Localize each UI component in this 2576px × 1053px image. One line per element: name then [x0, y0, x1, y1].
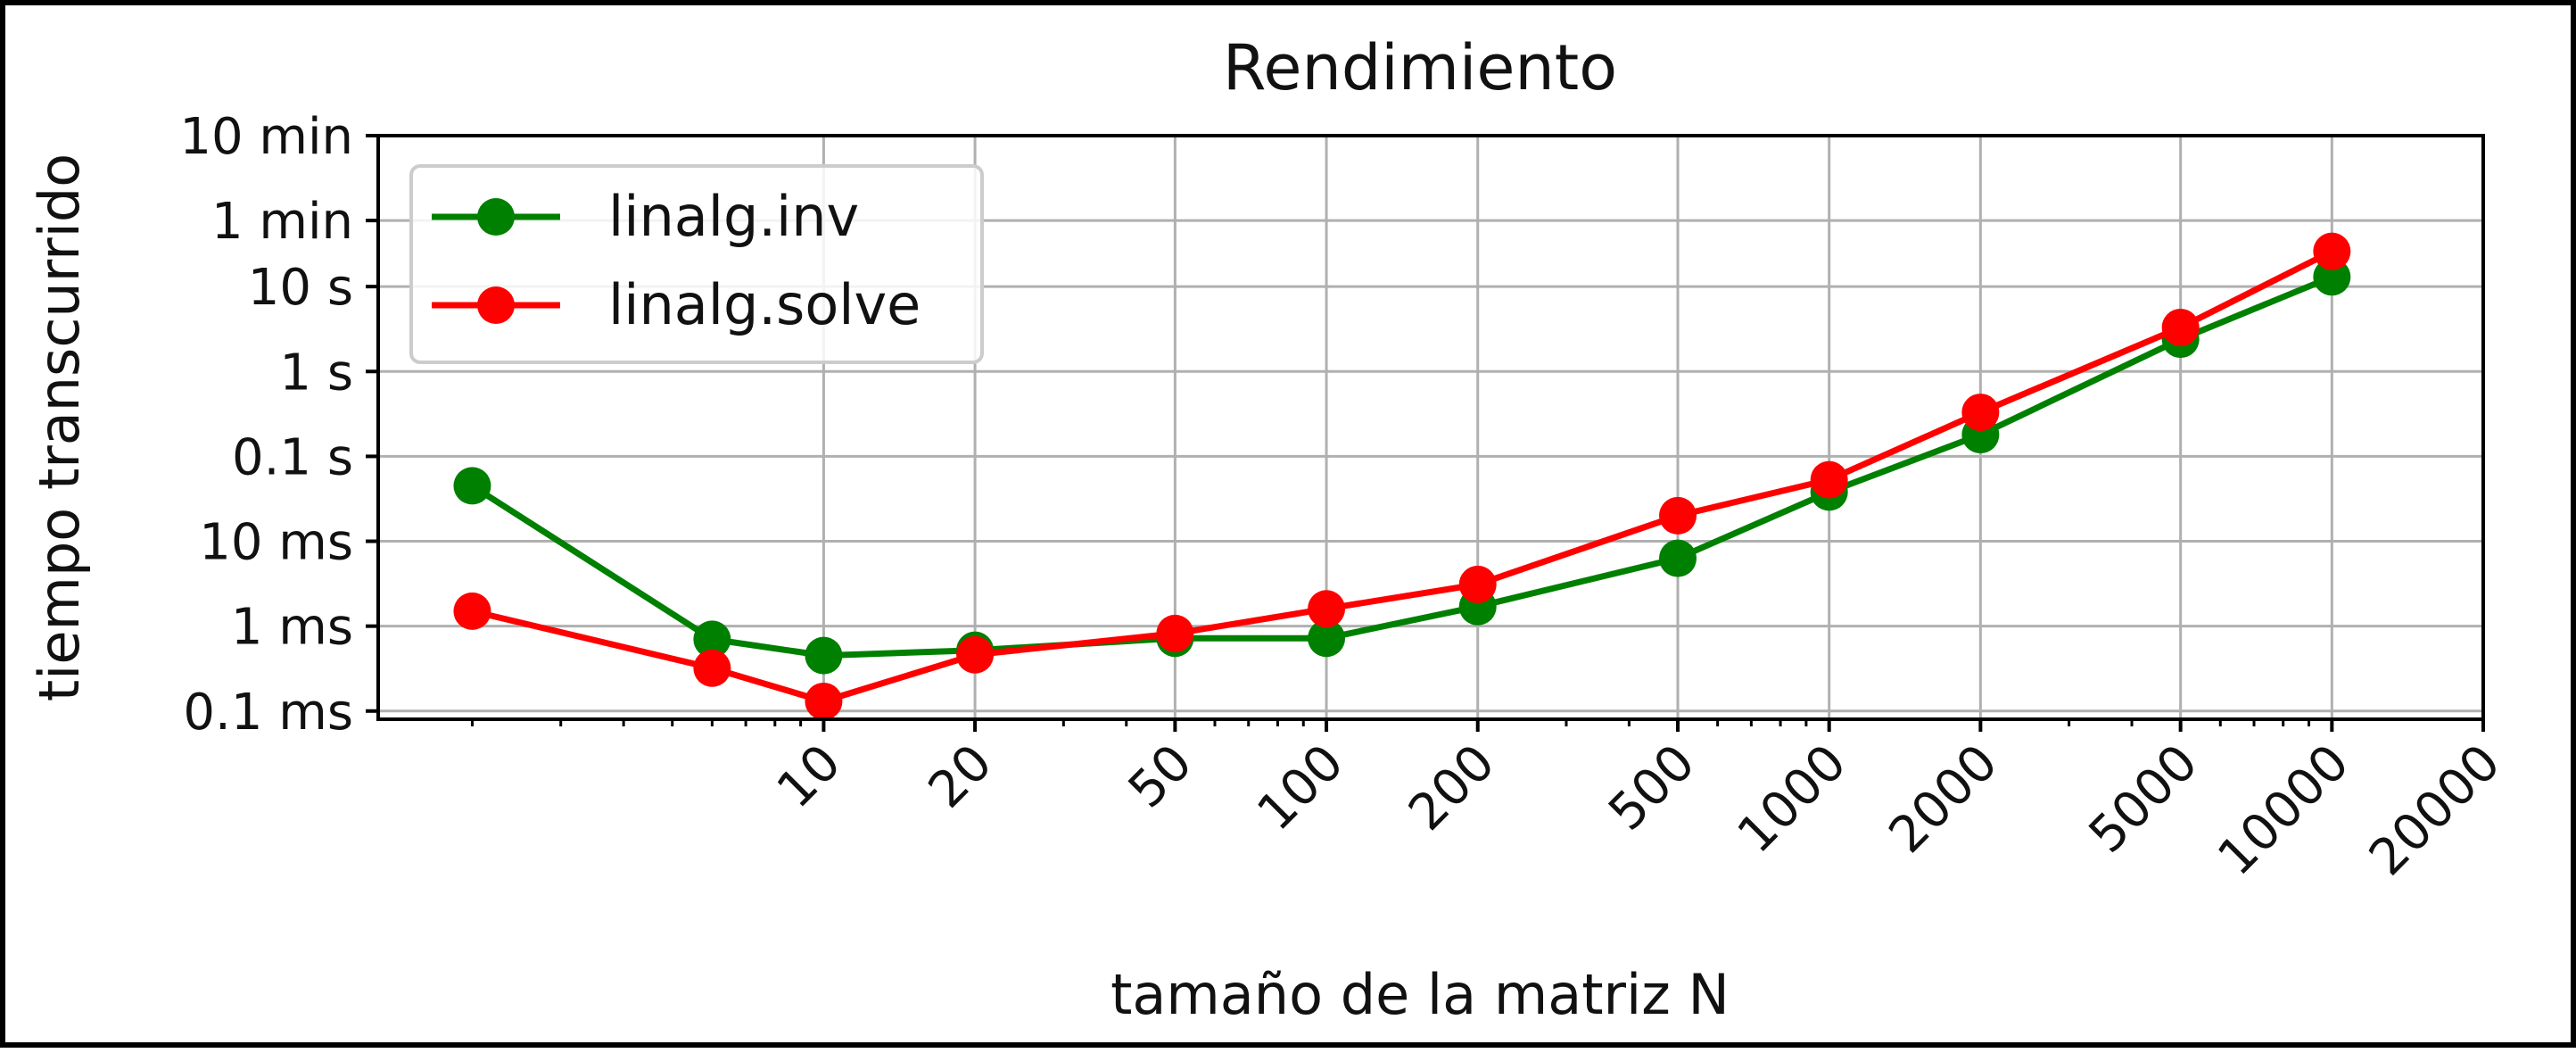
- x-tick-label: 2000: [1878, 734, 2010, 865]
- data-point-linalg-inv: [1659, 539, 1697, 577]
- legend: linalg.inv linalg.solve: [409, 164, 984, 364]
- data-point-linalg-solve: [1659, 496, 1697, 535]
- legend-label-linalg-inv: linalg.inv: [608, 184, 859, 249]
- data-point-linalg-inv: [1308, 619, 1346, 658]
- x-tick-label: 200: [1398, 734, 1507, 842]
- data-point-linalg-solve: [1961, 394, 2000, 432]
- legend-marker-linalg-solve: [477, 286, 515, 324]
- y-tick-label: 10 ms: [199, 514, 353, 572]
- chart: Rendimiento 10 20 50 100 200 500 1000 2000 50001…: [27, 31, 2512, 1027]
- y-axis: 0.1 ms 1 ms 10 ms 0.1 s 1 s 10 s 1 min 10 min: [179, 108, 378, 742]
- x-tick-label: 5000: [2078, 734, 2209, 865]
- x-tick-label: 50: [1118, 734, 1203, 819]
- plot-area: [376, 134, 2485, 721]
- y-tick-label: 10 s: [248, 259, 353, 317]
- x-tick-label: 20000: [2358, 734, 2512, 887]
- x-tick-label: 10: [766, 734, 852, 819]
- y-tick-label: 1 min: [211, 193, 353, 251]
- x-tick-label: 100: [1246, 734, 1355, 842]
- data-point-linalg-inv: [805, 636, 843, 675]
- x-tick-label: 20: [918, 734, 1003, 819]
- data-point-linalg-solve: [2313, 232, 2351, 270]
- y-axis-label: tiempo transcurrido: [27, 153, 92, 701]
- legend-label-linalg-solve: linalg.solve: [608, 272, 921, 337]
- data-point-linalg-solve: [2161, 308, 2200, 346]
- y-tick-label: 1 ms: [231, 599, 353, 657]
- y-tick-label: 0.1 ms: [183, 684, 353, 742]
- data-point-linalg-solve: [1810, 460, 1848, 499]
- data-point-linalg-solve: [453, 592, 491, 630]
- x-tick-label: 1000: [1727, 734, 1858, 865]
- data-point-linalg-solve: [1458, 565, 1497, 603]
- series-line-linalg-solve: [471, 248, 2333, 705]
- x-tick-label: 10000: [2207, 734, 2360, 887]
- data-point-linalg-solve: [1308, 590, 1346, 628]
- y-tick-label: 10 min: [179, 108, 353, 166]
- y-tick-label: 1 s: [279, 344, 353, 402]
- y-tick-label: 0.1 s: [232, 428, 353, 486]
- data-point-linalg-solve: [1156, 614, 1194, 652]
- data-point-linalg-inv: [693, 620, 731, 659]
- data-point-linalg-solve: [956, 635, 995, 674]
- data-point-linalg-solve: [693, 649, 731, 687]
- x-axis-label: tamaño de la matriz N: [1110, 962, 1730, 1027]
- series-layer: [453, 232, 2351, 720]
- legend-marker-linalg-inv: [477, 198, 515, 236]
- data-point-linalg-inv: [453, 467, 491, 505]
- series-line-linalg-inv: [470, 274, 2333, 659]
- x-tick-label: 500: [1598, 734, 1706, 842]
- chart-title: Rendimiento: [1223, 31, 1617, 104]
- data-point-linalg-solve: [805, 682, 843, 720]
